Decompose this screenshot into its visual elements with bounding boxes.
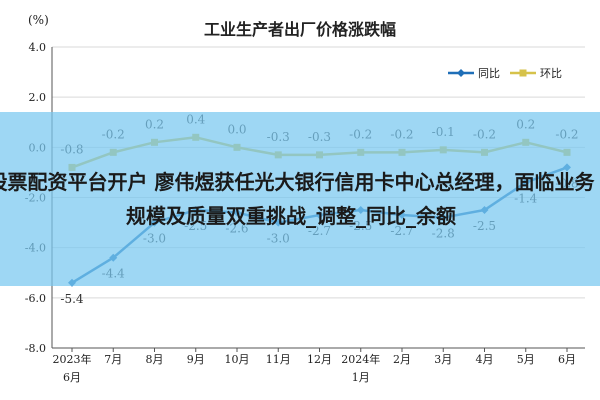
y-unit-label: (%) — [28, 13, 49, 27]
legend: 同比 环比 — [448, 67, 562, 80]
x-tick-label: 5月 — [517, 353, 535, 366]
x-tick-label: 2月 — [393, 353, 411, 366]
data-label: -5.4 — [60, 292, 84, 306]
chart-title: 工业生产者出厂价格涨跌幅 — [204, 20, 396, 39]
legend-label: 环比 — [540, 67, 562, 80]
legend-marker — [519, 69, 527, 77]
x-tick-label: 2023年 — [53, 352, 92, 366]
y-tick-label: 4.0 — [29, 41, 47, 54]
overlay-banner-text[interactable]: 股票配资平台开户 廖伟煜获任光大银行信用卡中心总经理，面临业务规模及质量双重挑战… — [0, 170, 595, 228]
x-tick-label: 7月 — [104, 353, 122, 366]
y-tick-label: 2.0 — [29, 91, 47, 104]
x-tick-label: 6月 — [558, 353, 576, 366]
y-tick-label: -6.0 — [25, 292, 46, 305]
x-tick-label: 1月 — [352, 371, 370, 384]
legend-marker — [457, 69, 465, 77]
x-tick-label: 10月 — [225, 353, 250, 366]
x-tick-label: 12月 — [307, 353, 332, 366]
overlay-banner[interactable]: 股票配资平台开户 廖伟煜获任光大银行信用卡中心总经理，面临业务规模及质量双重挑战… — [0, 112, 600, 286]
x-tick-label: 11月 — [266, 353, 291, 366]
x-tick-label: 3月 — [434, 353, 452, 366]
x-tick-label: 2024年 — [341, 352, 380, 366]
legend-label: 同比 — [478, 67, 500, 80]
x-tick-labels: 2023年 6月 7月 8月 9月 10月 11月 12月 2024年 1月 2月 3月 4月 5月 6月 — [53, 352, 577, 384]
x-tick-label: 4月 — [476, 353, 494, 366]
x-tick-label: 6月 — [63, 371, 81, 384]
y-tick-label: -8.0 — [25, 342, 46, 355]
x-tick-label: 8月 — [146, 353, 164, 366]
x-tick-label: 9月 — [187, 353, 205, 366]
